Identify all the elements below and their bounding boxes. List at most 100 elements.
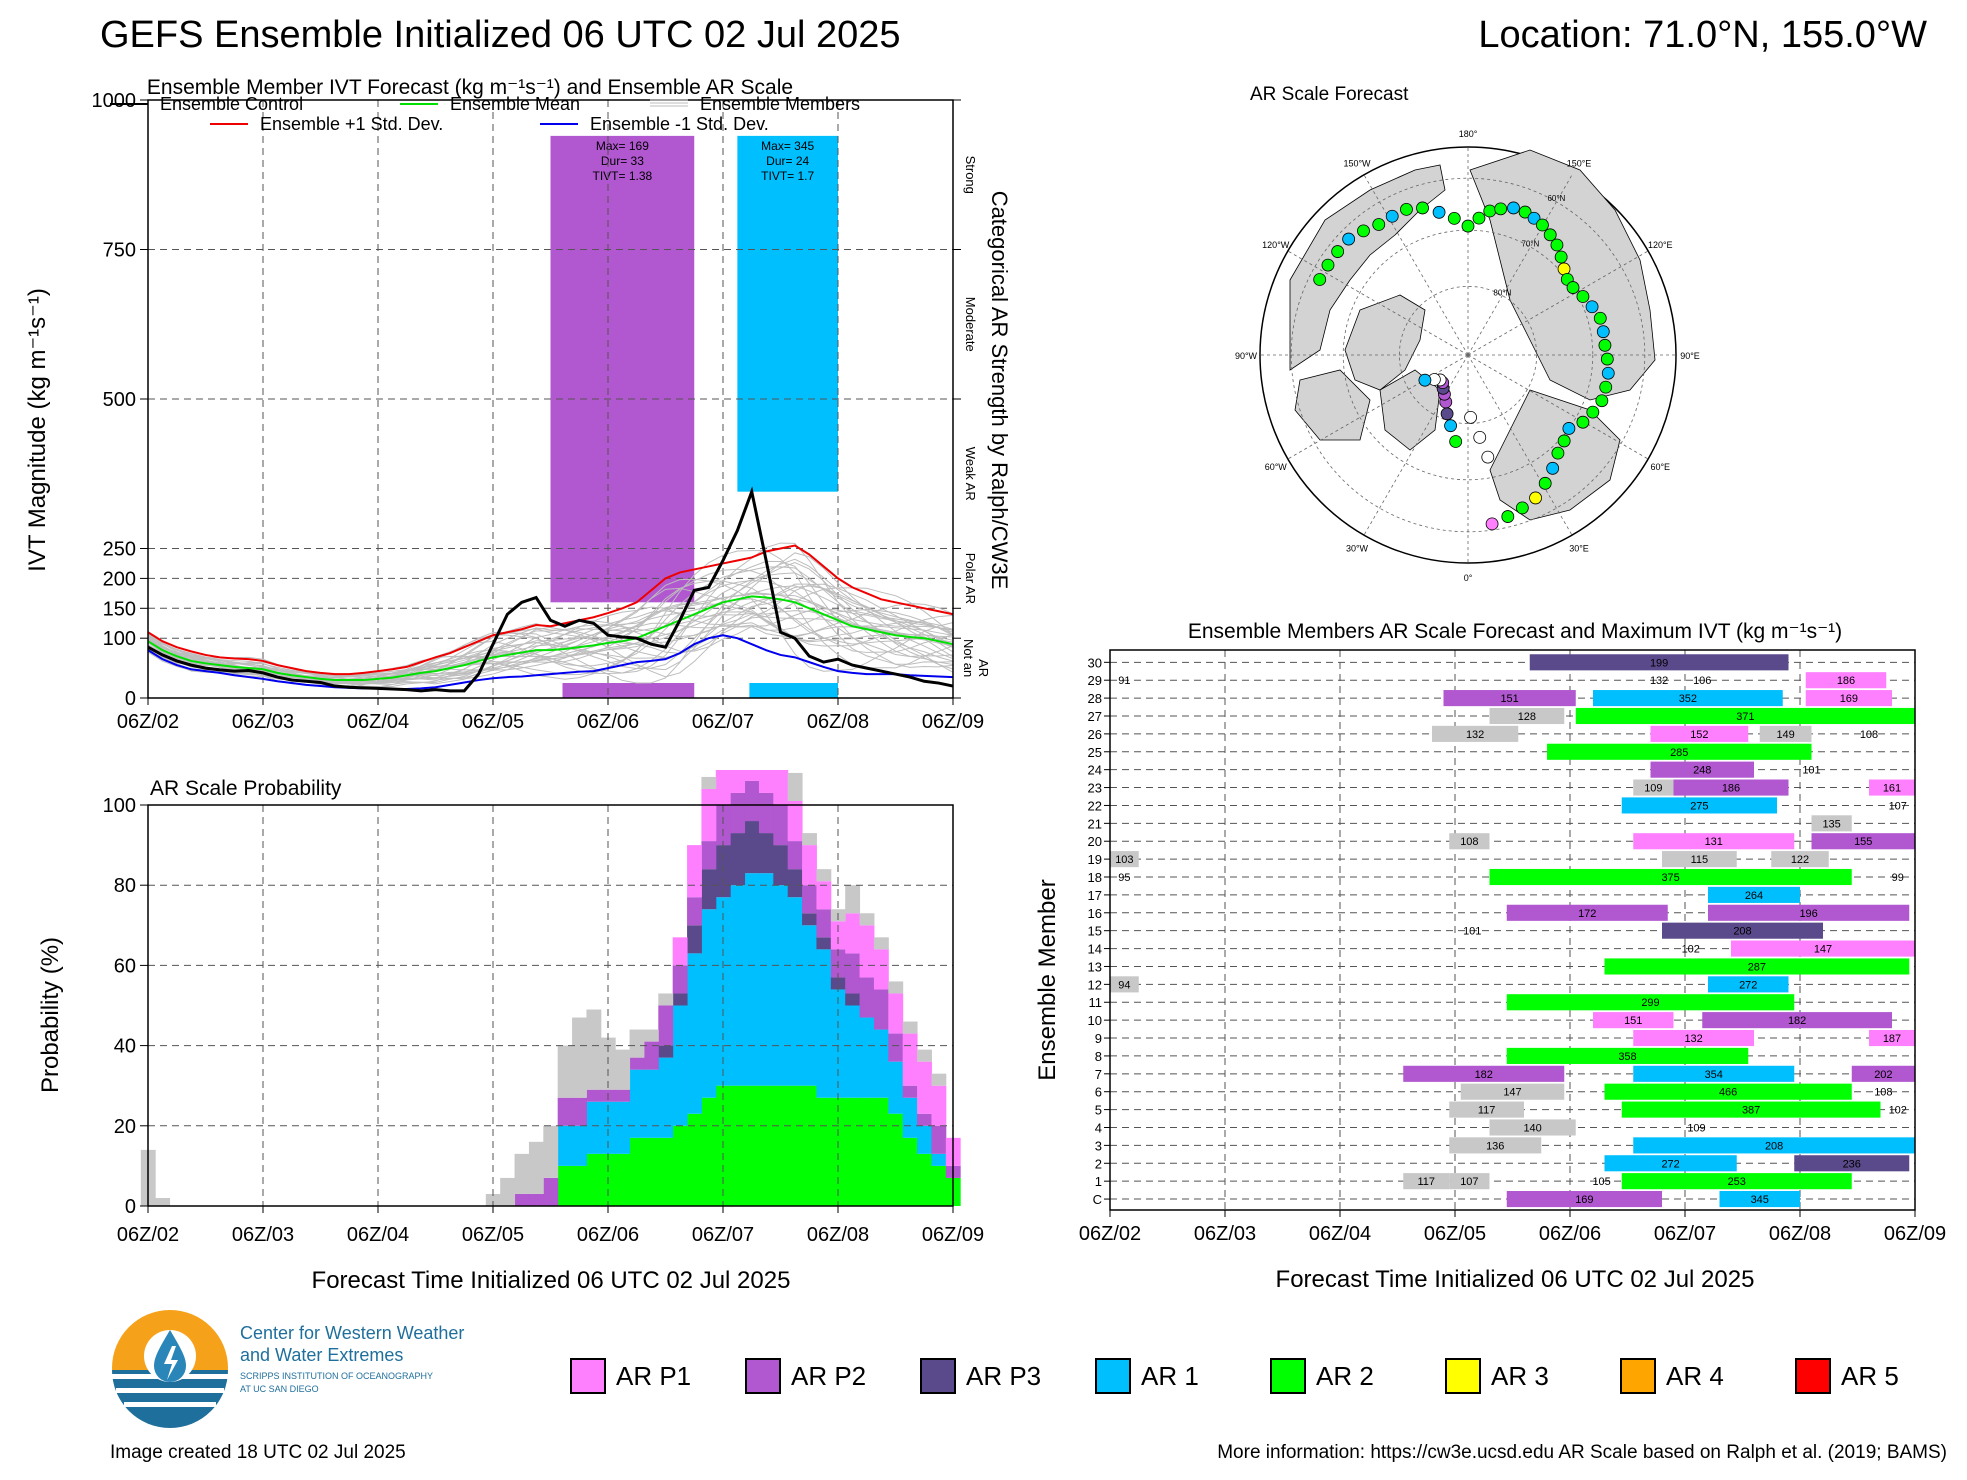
prob-bar-segment bbox=[701, 869, 717, 910]
map-ar-dot bbox=[1342, 232, 1356, 246]
ens-segment-label: 132 bbox=[1650, 675, 1668, 687]
prob-bar-segment bbox=[758, 873, 774, 1086]
prob-bar-segment bbox=[802, 885, 817, 914]
prob-bar-segment bbox=[557, 1125, 573, 1166]
ens-segment-label: 182 bbox=[1788, 1015, 1806, 1027]
map-meridian bbox=[1363, 174, 1469, 356]
ens-x-tick-label: 06Z/05 bbox=[1424, 1223, 1486, 1245]
ivt-series-line bbox=[147, 544, 954, 676]
ens-segment bbox=[1529, 654, 1789, 671]
ens-x-axis-label: Forecast Time Initialized 06 UTC 02 Jul … bbox=[1276, 1266, 1755, 1293]
ens-x-tick-label: 06Z/09 bbox=[1884, 1223, 1946, 1245]
prob-bar-segment bbox=[586, 1089, 602, 1102]
prob-x-tick-label: 06Z/06 bbox=[577, 1224, 639, 1246]
prob-bar-segment bbox=[572, 1097, 587, 1126]
legend-item: AR P1 bbox=[570, 1358, 691, 1394]
prob-bar-segment bbox=[672, 1005, 688, 1126]
ens-segment-label: 107 bbox=[1889, 800, 1907, 812]
prob-bar-segment bbox=[787, 800, 803, 842]
prob-bar-segment bbox=[744, 873, 760, 1086]
ivt-series-line bbox=[147, 595, 954, 682]
prob-bar-segment bbox=[773, 845, 789, 886]
ens-segment-label: 151 bbox=[1500, 693, 1518, 705]
ens-segment bbox=[1662, 922, 1823, 939]
prob-bar-segment bbox=[557, 1165, 573, 1206]
cw3e-logo-icon bbox=[112, 1310, 228, 1428]
ens-segment bbox=[1489, 1119, 1576, 1136]
ens-segment bbox=[1771, 851, 1829, 868]
legend-swatch bbox=[1095, 1358, 1131, 1394]
map-ar-dot bbox=[1372, 218, 1386, 231]
prob-bar-segment bbox=[787, 772, 803, 801]
prob-bar-segment bbox=[155, 1197, 171, 1206]
ens-y-tick-label: 21 bbox=[1088, 816, 1102, 831]
map-ar-dot bbox=[1527, 211, 1541, 225]
ens-segment bbox=[1719, 1191, 1800, 1208]
prob-bar-segment bbox=[586, 1009, 602, 1090]
map-ar-dot bbox=[1444, 419, 1457, 433]
prob-bar-segment bbox=[873, 1097, 889, 1206]
map-ar-dot bbox=[1440, 407, 1454, 421]
ar-probability-chart: AR Scale Probability Probability (%) For… bbox=[37, 770, 984, 1294]
map-lon-label: 120°W bbox=[1262, 240, 1290, 250]
prob-bar-segment bbox=[802, 845, 817, 886]
ens-segment-label: 109 bbox=[1687, 1122, 1705, 1134]
ens-segment bbox=[1489, 707, 1565, 725]
ens-segment-label: 108 bbox=[1874, 1087, 1892, 1099]
map-meridian bbox=[1467, 174, 1573, 356]
prob-bar-segment bbox=[730, 885, 746, 1086]
ivt-x-tick-label: 06Z/06 bbox=[577, 711, 639, 733]
map-lat-label: 80°N bbox=[1493, 288, 1511, 297]
prob-bar-segment bbox=[845, 1097, 861, 1206]
ivt-x-tick-label: 06Z/05 bbox=[462, 711, 524, 733]
legend-label: AR P2 bbox=[791, 1360, 867, 1391]
ens-segment-label: 95 bbox=[1118, 872, 1130, 884]
ens-segment-label: 135 bbox=[1822, 818, 1840, 830]
legend-swatch bbox=[570, 1358, 606, 1394]
ens-segment-label: 99 bbox=[1892, 872, 1904, 884]
prob-bar-segment bbox=[859, 925, 875, 978]
ens-segment-label: 155 bbox=[1854, 836, 1872, 848]
ens-segment-label: 466 bbox=[1719, 1087, 1737, 1099]
map-lon-label: 120°E bbox=[1648, 240, 1673, 250]
prob-bar-segment bbox=[787, 897, 803, 1086]
ens-segment bbox=[1449, 1137, 1542, 1154]
legend-label: AR 5 bbox=[1841, 1360, 1899, 1391]
legend-swatch bbox=[1795, 1358, 1831, 1394]
ens-y-tick-label: 9 bbox=[1095, 1031, 1102, 1046]
prob-bar-segment bbox=[816, 909, 832, 938]
ens-segment bbox=[1449, 1173, 1490, 1190]
map-lon-label: 90°W bbox=[1235, 351, 1258, 361]
map-lat-label: 60°N bbox=[1547, 194, 1565, 203]
prob-bar-segment bbox=[514, 1193, 530, 1206]
map-ar-dot bbox=[1554, 250, 1568, 264]
ar-scale-map: AR Scale Forecast 180° 150°E 120°E 90°E 60°E… bbox=[1235, 84, 1700, 583]
prob-x-axis-label: Forecast Time Initialized 06 UTC 02 Jul … bbox=[312, 1267, 791, 1294]
prob-bar-segment bbox=[687, 897, 702, 926]
map-ar-dot bbox=[1585, 300, 1599, 314]
prob-bar-segment bbox=[615, 1049, 631, 1090]
prob-bar-segment bbox=[859, 1097, 875, 1206]
ens-segment bbox=[1633, 833, 1795, 850]
prob-bar-segment bbox=[830, 1097, 846, 1206]
ens-segment-label: 248 bbox=[1693, 765, 1711, 777]
prob-bar-segment bbox=[500, 1177, 516, 1206]
ens-segment-label: 102 bbox=[1889, 1105, 1907, 1117]
prob-bar-segment bbox=[715, 770, 731, 805]
map-meridian bbox=[1467, 250, 1649, 356]
map-ar-dot bbox=[1331, 245, 1345, 258]
ens-segment-label: 208 bbox=[1733, 926, 1751, 938]
ens-segment bbox=[1547, 743, 1812, 760]
ens-x-tick-label: 06Z/06 bbox=[1539, 1223, 1601, 1245]
prob-bar-segment bbox=[572, 1017, 587, 1098]
prob-bar-segment bbox=[917, 1153, 932, 1206]
ens-segment-label: 151 bbox=[1624, 1015, 1642, 1027]
prob-bar-segment bbox=[816, 881, 832, 910]
ens-segment bbox=[1506, 994, 1795, 1011]
ens-segment-label: 122 bbox=[1791, 854, 1809, 866]
ivt-x-tick-label: 06Z/03 bbox=[232, 711, 294, 733]
ens-segment bbox=[1662, 851, 1737, 868]
map-ar-dot bbox=[1598, 338, 1612, 352]
ivt-ar-annotation: Max= 169 bbox=[596, 139, 649, 153]
legend-swatch bbox=[1270, 1358, 1306, 1394]
